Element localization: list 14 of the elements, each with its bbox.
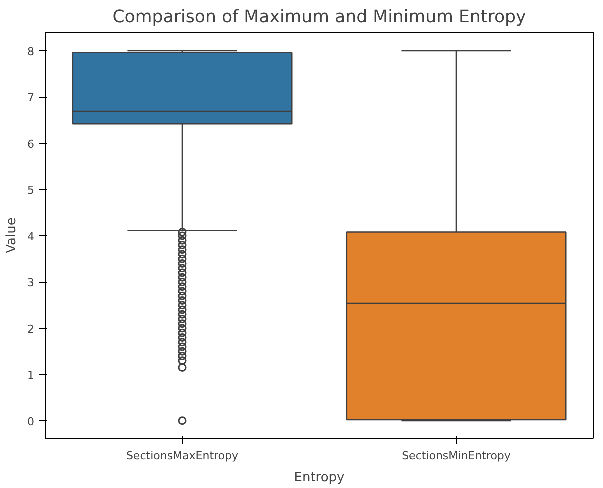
y-axis-title: Value <box>4 218 20 254</box>
y-tick-label: 0 <box>28 415 34 428</box>
x-tick-label: SectionsMaxEntropy <box>126 450 240 462</box>
y-tick-label: 5 <box>28 184 34 198</box>
y-tick-label: 8 <box>28 45 34 58</box>
y-tick-label: 4 <box>28 230 34 244</box>
y-tick-label: 7 <box>28 92 34 105</box>
x-axis-title: Entropy <box>294 470 346 486</box>
y-tick-label: 6 <box>28 138 34 151</box>
chart-title: Comparison of Maximum and Minimum Entropy <box>112 8 526 28</box>
x-tick-label: SectionsMinEntropy <box>402 450 512 462</box>
y-tick-label: 2 <box>28 322 34 336</box>
y-tick-label: 3 <box>28 276 34 290</box>
y-tick-label: 1 <box>28 369 34 382</box>
